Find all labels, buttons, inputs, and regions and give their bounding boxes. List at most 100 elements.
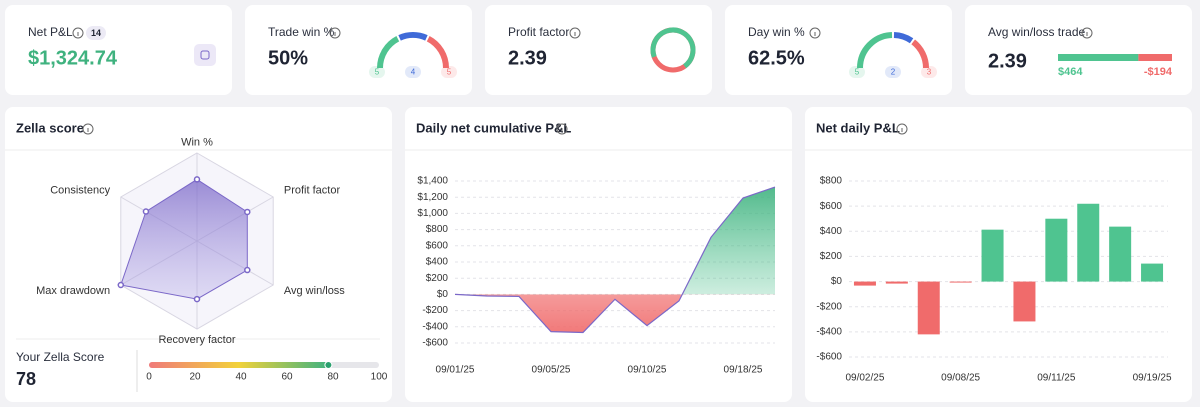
scale-tick-label: 100 [371,372,388,383]
scale-tick-label: 0 [146,372,152,383]
y-tick-label: $800 [426,224,449,235]
label: Profit factor [508,25,569,39]
radar-label: Consistency [50,185,110,197]
info-icon [809,27,821,39]
x-tick-label: 09/10/25 [628,365,667,376]
gauge-count: 3 [927,68,932,77]
radar-point [193,176,201,183]
y-tick-label: -$600 [422,338,448,349]
gauge-segment [426,36,449,69]
radar-point [142,208,150,215]
card [245,5,472,95]
y-tick-label: $1,400 [417,176,448,187]
gauge-pill [885,66,901,78]
label: Avg win/loss trade [988,25,1085,39]
bar [1045,218,1068,282]
radar-label: Max drawdown [36,285,110,297]
radar-label: Avg win/loss [284,285,345,297]
value: 62.5% [748,47,805,69]
loss-bar [1138,54,1172,61]
card [5,5,232,95]
score-value: 78 [16,369,36,389]
radar-point [244,266,251,274]
gauge-segment [893,32,914,44]
y-tick-label: $800 [820,176,843,187]
y-tick-label: -$200 [816,301,842,312]
gauge-count: 5 [855,68,860,77]
gauge-segment [377,36,400,69]
scale-tick-label: 60 [281,372,293,383]
gauge-count: 5 [447,68,452,77]
win-label: $464 [1058,66,1083,78]
bar [917,281,940,335]
bar [1077,203,1100,282]
score-label: Your Zella Score [16,350,105,364]
gauge-pill [921,66,937,78]
card-title: Net daily P&L [816,120,900,135]
y-tick-label: $600 [820,201,843,212]
x-tick-label: 09/11/25 [1037,373,1076,384]
label: Net P&L [28,25,73,39]
bar [885,281,908,284]
icon [194,44,216,66]
radar-point [193,295,201,303]
y-tick-label: $200 [820,251,843,262]
gauge-segment [911,39,929,69]
gauge-count: 5 [375,68,380,77]
card [725,5,952,95]
y-tick-label: $1,200 [417,192,448,203]
y-tick-label: $0 [437,289,449,300]
badge [86,26,106,40]
bar [1109,226,1132,282]
x-tick-label: 09/18/25 [724,365,763,376]
bar [1141,263,1164,282]
gauge-segment [398,32,428,41]
x-tick-label: 09/05/25 [532,365,571,376]
y-tick-label: -$600 [816,352,842,363]
info-icon [72,27,84,39]
radar-point [244,208,251,216]
y-tick-label: -$400 [422,321,448,332]
info-icon [82,123,94,135]
gauge-pill [369,66,385,78]
gauge-pill [405,66,421,78]
card-title: Zella score [16,120,84,135]
x-tick-label: 09/01/25 [436,365,475,376]
gauge-pill [849,66,865,78]
radar-label: Recovery factor [158,334,235,346]
bar [949,281,972,283]
label: Trade win % [268,25,335,39]
x-tick-label: 09/02/25 [845,373,884,384]
y-tick-label: -$200 [422,305,448,316]
gauge-pill [441,66,457,78]
x-tick-label: 09/08/25 [941,373,980,384]
gauge-segment [857,32,893,69]
info-icon [329,27,341,39]
y-tick-label: $600 [426,240,449,251]
badge-text: 14 [91,28,101,38]
score-fill [149,362,329,368]
y-tick-label: $200 [426,273,449,284]
y-tick-label: $400 [426,257,449,268]
label: Day win % [748,25,805,39]
y-tick-label: $0 [831,276,843,287]
score-knob [324,361,333,369]
y-tick-label: $1,000 [417,208,448,219]
area-positive [455,187,775,295]
info-icon [569,27,581,39]
radar-label: Win % [181,137,213,149]
radar-label: Profit factor [284,185,341,197]
card [965,5,1192,95]
y-tick-label: -$400 [816,326,842,337]
loss-label: -$194 [1144,66,1173,78]
bar [1013,281,1036,322]
info-icon [896,123,908,135]
value: 50% [268,47,308,69]
value: $1,324.74 [28,47,118,69]
area-negative [455,294,775,333]
card [485,5,712,95]
gauge-count: 4 [411,68,416,77]
card-title: Daily net cumulative P&L [416,120,571,135]
value: 2.39 [508,47,547,69]
